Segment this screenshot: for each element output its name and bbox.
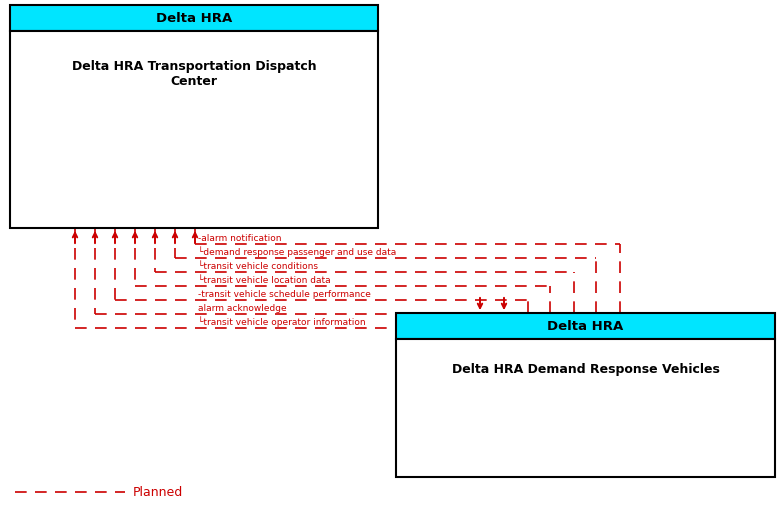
- Text: Delta HRA: Delta HRA: [156, 11, 232, 25]
- Bar: [10, 5, 378, 31]
- Bar: [396, 339, 775, 477]
- Text: Delta HRA: Delta HRA: [547, 319, 623, 333]
- Text: └demand response passenger and use data: └demand response passenger and use data: [198, 246, 396, 257]
- Text: └transit vehicle conditions: └transit vehicle conditions: [198, 262, 318, 271]
- Bar: [10, 31, 378, 228]
- Text: └transit vehicle location data: └transit vehicle location data: [198, 276, 331, 285]
- Text: └transit vehicle operator information: └transit vehicle operator information: [198, 316, 366, 327]
- Text: -transit vehicle schedule performance: -transit vehicle schedule performance: [198, 290, 371, 299]
- Text: alarm acknowledge: alarm acknowledge: [198, 304, 287, 313]
- Text: -alarm notification: -alarm notification: [198, 234, 282, 243]
- Text: Planned: Planned: [133, 485, 183, 499]
- Bar: [396, 313, 775, 339]
- Text: Delta HRA Transportation Dispatch
Center: Delta HRA Transportation Dispatch Center: [72, 61, 316, 88]
- Text: Delta HRA Demand Response Vehicles: Delta HRA Demand Response Vehicles: [451, 363, 719, 376]
